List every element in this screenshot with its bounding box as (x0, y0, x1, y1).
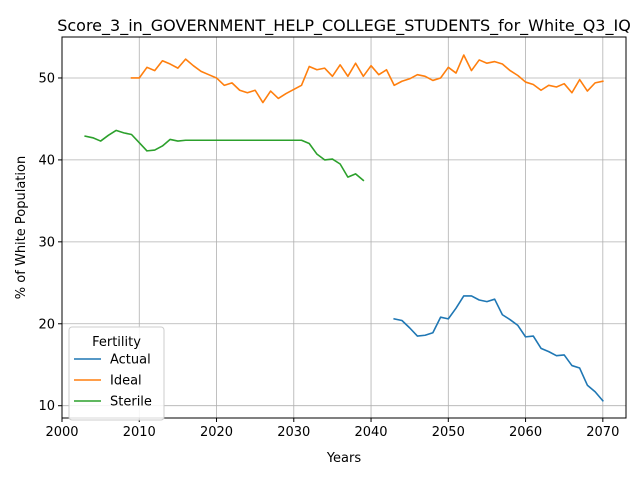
series-line-ideal (130, 54, 604, 104)
legend-label-ideal: Ideal (110, 374, 142, 389)
y-tick-label: 50 (38, 71, 55, 86)
plot-area-frame (61, 36, 627, 419)
legend: Fertility Actual Ideal Sterile (68, 326, 165, 421)
legend-entries: Actual Ideal Sterile (74, 353, 152, 410)
x-tick-label: 2060 (509, 425, 542, 440)
x-tick-label: 2030 (277, 425, 310, 440)
legend-box (68, 326, 165, 421)
chart-title: Score_3_in_GOVERNMENT_HELP_COLLEGE_STUDE… (57, 16, 631, 36)
series-lines (84, 54, 604, 402)
legend-label-actual: Actual (110, 353, 151, 368)
x-tick-label: 2040 (354, 425, 387, 440)
y-tick-label: 10 (38, 399, 55, 414)
y-axis-label: % of White Population (14, 156, 29, 299)
legend-title: Fertility (92, 335, 141, 350)
y-tick-label: 30 (38, 235, 55, 250)
x-tick-label: 2000 (45, 425, 78, 440)
series-line-actual (393, 295, 604, 402)
x-tick-label: 2070 (586, 425, 619, 440)
y-tick-label: 20 (38, 317, 55, 332)
x-tick-label: 2010 (123, 425, 156, 440)
x-tick-label: 2020 (200, 425, 233, 440)
series-line-sterile (84, 129, 365, 182)
x-tick-label: 2050 (432, 425, 465, 440)
y-tick-label: 40 (38, 153, 55, 168)
x-axis-label: Years (326, 451, 362, 466)
axis-ticks: 2000 2010 2020 2030 2040 2050 2060 207010203040… (38, 71, 619, 440)
legend-label-sterile: Sterile (110, 395, 152, 410)
